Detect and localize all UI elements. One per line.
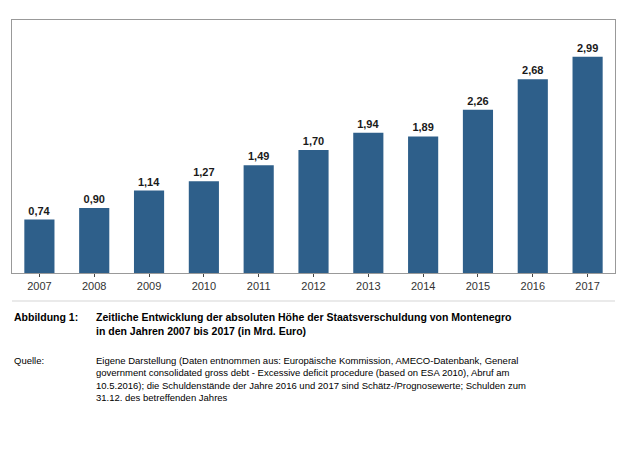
- svg-text:1,94: 1,94: [357, 118, 379, 130]
- svg-text:2,26: 2,26: [467, 95, 488, 107]
- svg-text:2007: 2007: [27, 280, 51, 292]
- svg-text:Abbildung 1:: Abbildung 1:: [14, 311, 78, 323]
- svg-text:2014: 2014: [411, 280, 435, 292]
- svg-text:2015: 2015: [466, 280, 490, 292]
- svg-text:1,89: 1,89: [412, 121, 433, 133]
- svg-text:2,68: 2,68: [522, 64, 543, 76]
- svg-text:2013: 2013: [356, 280, 380, 292]
- svg-text:Eigene Darstellung (Daten entn: Eigene Darstellung (Daten entnommen aus:…: [96, 355, 526, 403]
- svg-text:2010: 2010: [192, 280, 216, 292]
- svg-text:2017: 2017: [575, 280, 599, 292]
- svg-text:2009: 2009: [137, 280, 161, 292]
- svg-text:2016: 2016: [521, 280, 545, 292]
- svg-text:Zeitliche Entwicklung der abso: Zeitliche Entwicklung der absoluten Höhe…: [96, 311, 511, 337]
- svg-text:1,14: 1,14: [138, 176, 160, 188]
- svg-text:2011: 2011: [247, 280, 271, 292]
- svg-text:1,27: 1,27: [193, 166, 214, 178]
- svg-text:2,99: 2,99: [577, 42, 598, 54]
- svg-text:0,74: 0,74: [28, 205, 50, 217]
- svg-text:0,90: 0,90: [84, 193, 105, 205]
- svg-text:Quelle:: Quelle:: [14, 355, 44, 366]
- svg-text:2012: 2012: [301, 280, 325, 292]
- svg-text:2008: 2008: [82, 280, 106, 292]
- svg-text:1,49: 1,49: [248, 150, 269, 162]
- svg-text:1,70: 1,70: [303, 135, 324, 147]
